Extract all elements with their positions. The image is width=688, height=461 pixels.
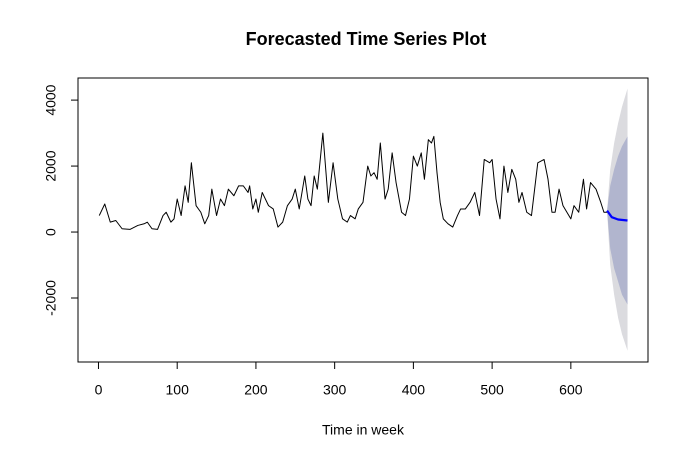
x-tick-label: 300 [323,382,347,398]
y-tick-label: -2000 [43,280,59,316]
y-tick-label: 4000 [43,84,59,115]
x-tick-label: 100 [166,382,190,398]
x-tick-label: 500 [480,382,504,398]
chart-title: Forecasted Time Series Plot [246,29,487,49]
series-line [606,209,628,222]
y-tick-label: 2000 [43,150,59,181]
x-tick-label: 600 [559,382,583,398]
plot-frame [77,77,649,363]
x-axis-label: Time in week [322,422,405,438]
x-tick-label: 400 [402,382,426,398]
y-tick-label: 0 [43,228,59,236]
prediction-band [607,136,628,305]
x-tick-label: 200 [244,382,268,398]
series-line [98,132,608,230]
x-tick-label: 0 [95,382,103,398]
